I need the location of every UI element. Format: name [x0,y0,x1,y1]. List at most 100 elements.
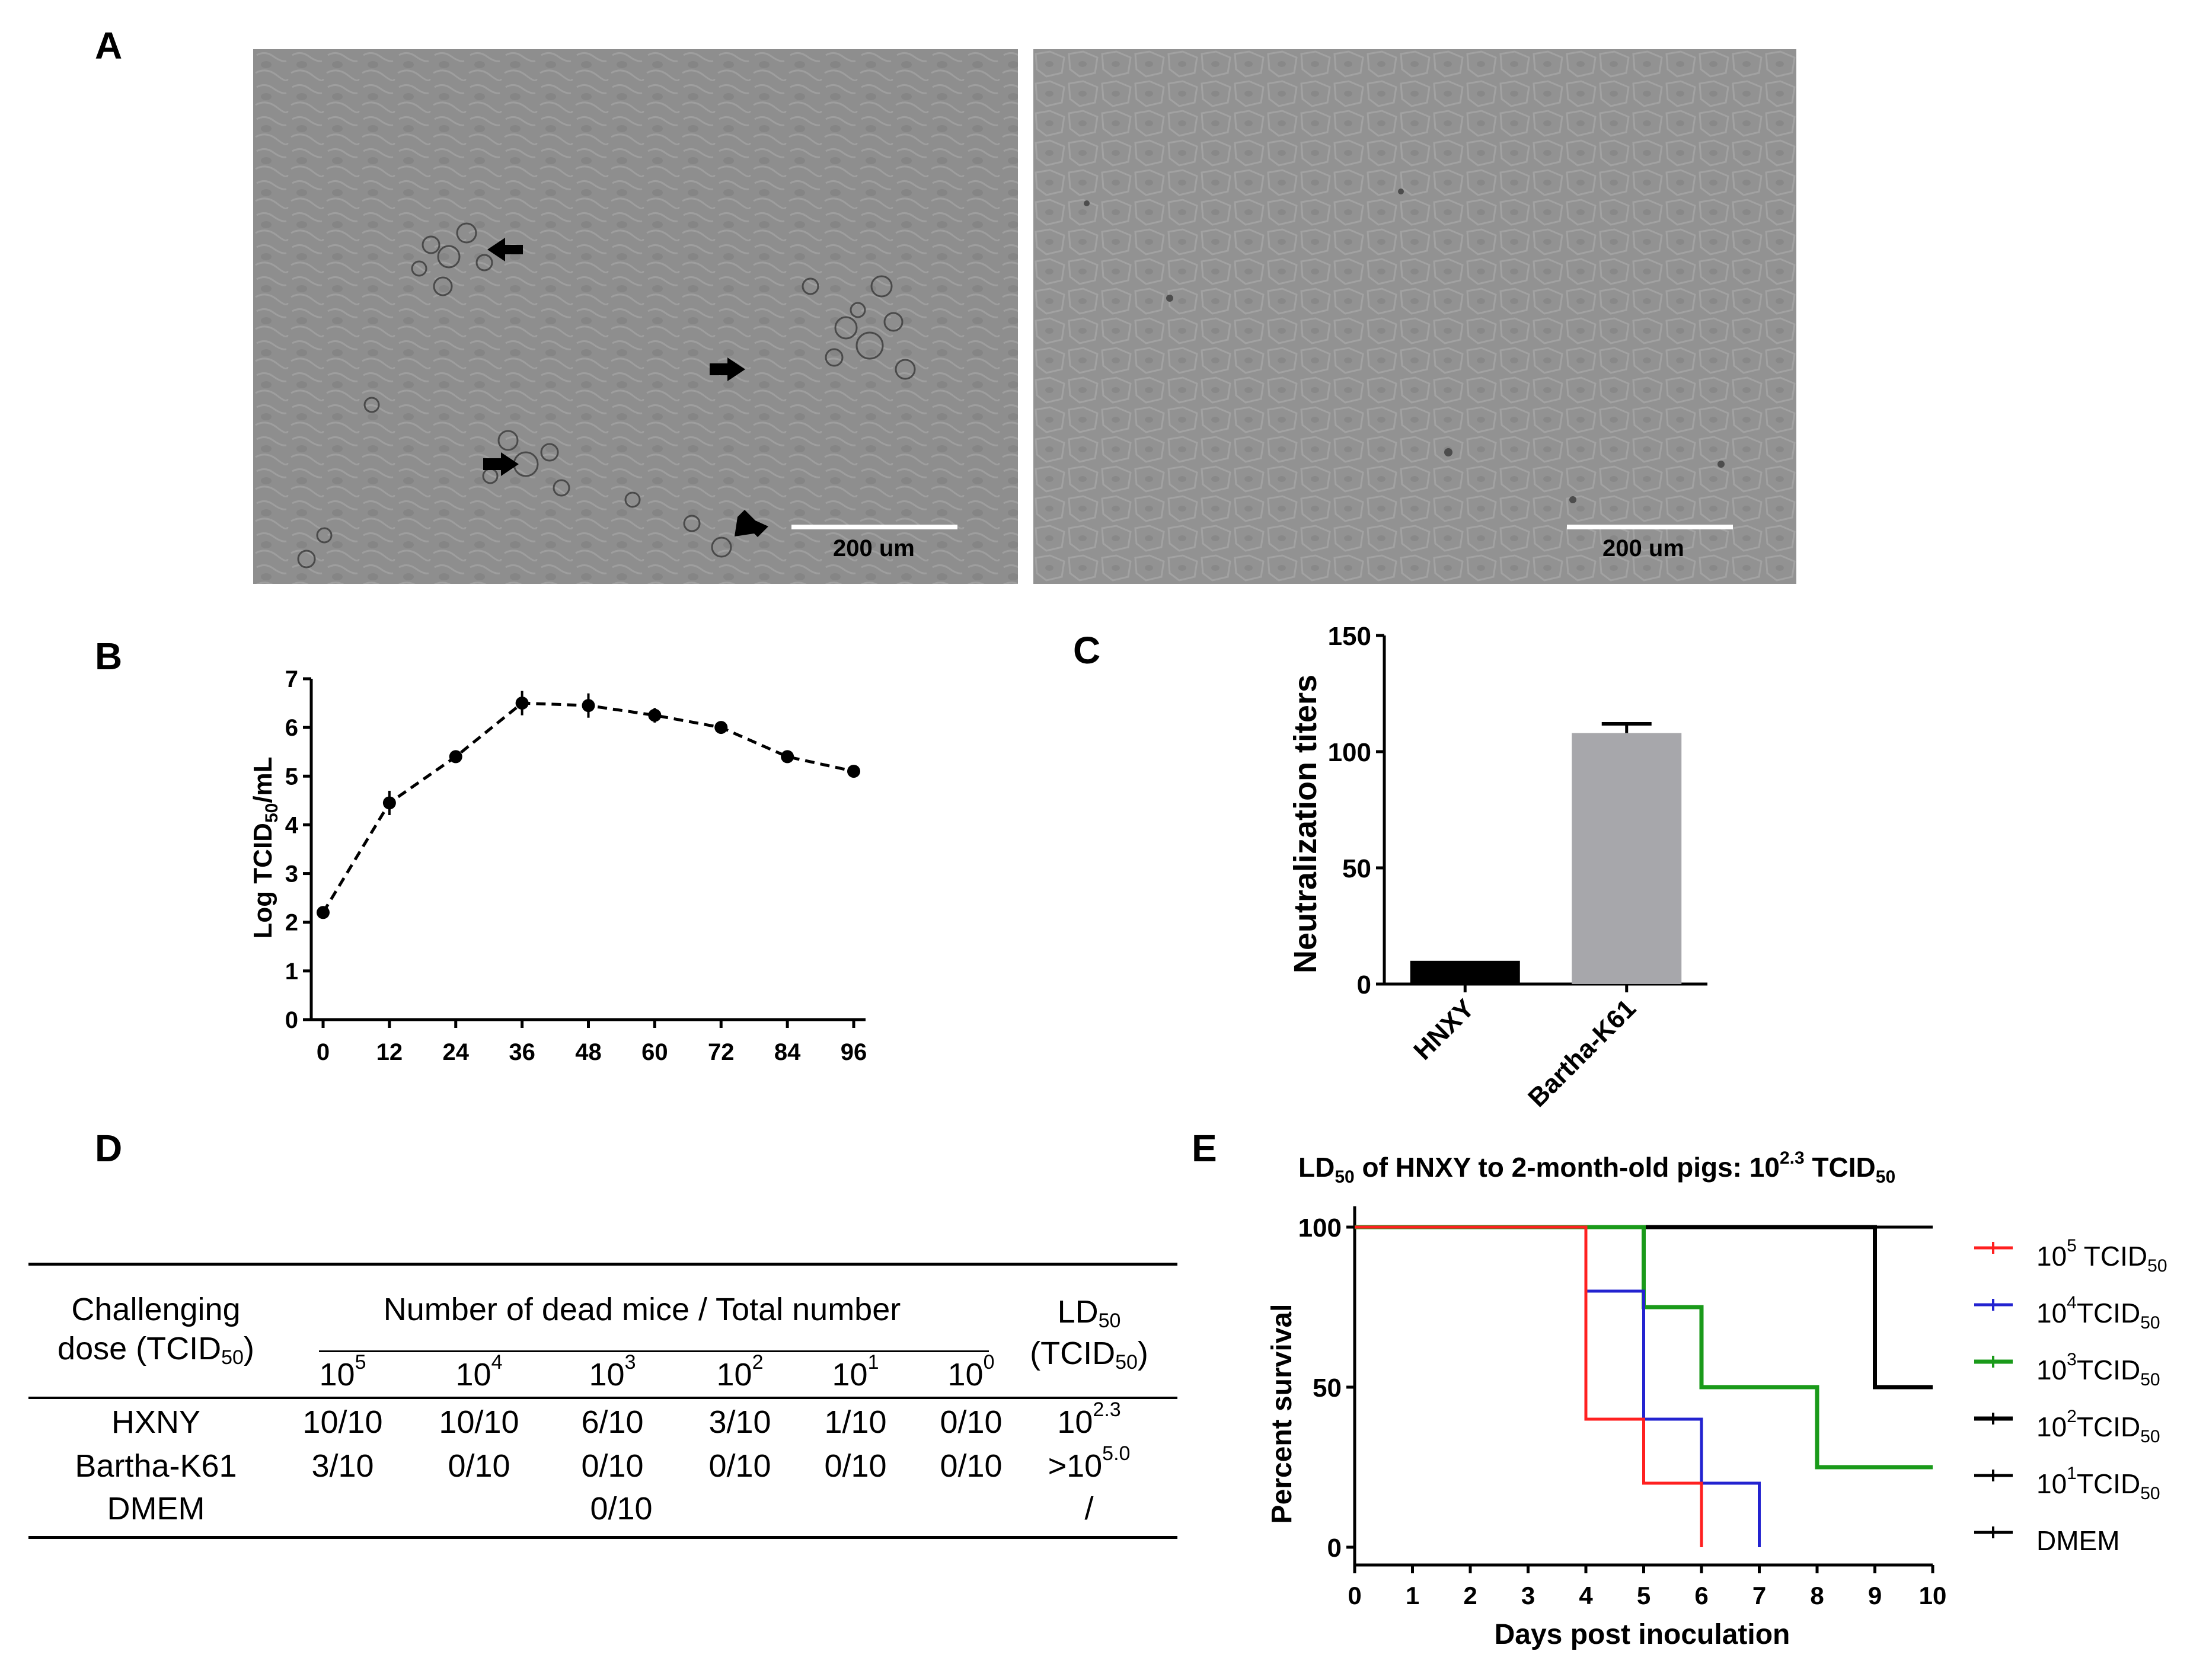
table-cell: 10/10 [302,1404,383,1440]
table-cell: 0/10 [581,1448,644,1484]
x-tick-label-e: 3 [1521,1582,1535,1609]
row-value-dmem: 0/10 [590,1491,653,1526]
y-tick-label-c: 150 [1328,622,1371,651]
x-tick-label-e: 0 [1348,1582,1361,1609]
data-point-b [317,906,330,919]
dose-header: 101 [832,1351,879,1392]
x-tick-label-b: 24 [443,1039,470,1065]
row-name: Bartha-K61 [75,1448,237,1484]
x-tick-label-b: 72 [708,1039,735,1065]
y-axis-label-b: Log TCID50/mL [248,756,282,938]
x-tick-label-e: 8 [1810,1582,1824,1609]
x-tick-label-e: 1 [1406,1582,1419,1609]
x-tick-label-b: 96 [841,1039,867,1065]
data-point-b [781,750,794,764]
category-label-c: Bartha-K61 [1522,994,1642,1113]
table-cell: 0/10 [448,1448,510,1484]
x-axis-label-e: Days post inoculation [1495,1619,1790,1650]
x-tick-label-e: 2 [1463,1582,1477,1609]
legend-label-e: 104TCID50 [2036,1293,2160,1333]
y-axis-label-e: Percent survival [1266,1304,1298,1524]
y-tick-label-b: 5 [285,764,298,790]
panel-label-e: E [1192,1127,1217,1170]
panel-label-b: B [95,635,123,678]
row-ld-dmem: / [1084,1491,1094,1526]
survival-line-e [1355,1225,1761,1547]
x-tick-label-b: 60 [641,1039,668,1065]
x-tick-label-e: 5 [1637,1582,1650,1609]
dose-header: 105 [319,1351,366,1392]
x-tick-label-b: 48 [575,1039,602,1065]
legend-label-e: 102TCID50 [2036,1407,2160,1446]
x-tick-label-e: 4 [1579,1582,1593,1609]
y-tick-label-b: 2 [285,910,298,936]
y-tick-label-c: 0 [1357,970,1371,999]
micrograph-infected: 200 um [253,49,1018,584]
table-top-rule [28,1263,1177,1266]
header-bottom-rule [28,1397,1177,1399]
row-ld50: 102.3 [1057,1398,1121,1440]
x-tick-label-b: 12 [376,1039,403,1065]
x-tick-label-e: 9 [1868,1582,1882,1609]
growth-curve-line [321,701,854,914]
x-tick-label-b: 36 [509,1039,535,1065]
y-tick-label-b: 1 [285,959,298,985]
header-subrule [319,1350,989,1352]
panel-label-a: A [95,24,123,67]
dose-header: 100 [947,1351,995,1392]
y-tick-label-c: 50 [1342,854,1371,883]
panel-label-d: D [95,1127,123,1170]
y-tick-label-c: 100 [1328,738,1371,767]
survival-line-e [1355,1225,1703,1547]
data-point-b [515,697,529,710]
y-tick-label-e: 100 [1298,1213,1342,1243]
y-tick-label-b: 7 [285,666,298,692]
data-point-b [847,765,860,778]
data-point-b [648,708,662,722]
y-tick-label-b: 6 [285,715,298,741]
neutralization-bar-chart: Neutralization titers 0 50 100 150 HNXY Bart… [1288,622,1707,1113]
scale-bar-right [1567,525,1733,529]
header-number-dead: Number of dead mice / Total number [383,1292,901,1327]
y-tick-label-e: 50 [1313,1374,1342,1403]
header-ld50: LD50 [1057,1294,1121,1332]
y-tick-label-b: 0 [285,1007,298,1033]
table-cell: 1/10 [824,1404,887,1440]
header-challenging: Challenging [71,1292,241,1327]
table-cell: 0/10 [940,1448,1003,1484]
table-cell: 6/10 [581,1404,644,1440]
x-tick-label-b: 0 [317,1039,330,1065]
dose-header: 104 [455,1351,503,1392]
y-tick-label-b: 4 [285,812,299,838]
survival-chart: LD50 of HNXY to 2-month-old pigs: 102.3 … [1266,1148,2167,1650]
legend-label-e: 105 TCID50 [2036,1236,2167,1276]
row-name: HXNY [111,1404,201,1440]
category-label-c: HNXY [1408,994,1480,1065]
header-ld50-unit: (TCID50) [1030,1336,1148,1374]
scale-label-right: 200 um [1602,535,1684,561]
header-dose: dose (TCID50) [58,1331,254,1369]
data-point-b [714,721,728,734]
table-cell: 3/10 [708,1404,771,1440]
x-tick-label-e: 6 [1694,1582,1708,1609]
y-tick-label-e: 0 [1327,1534,1342,1563]
row-name-dmem: DMEM [107,1491,205,1526]
survival-line-e [1355,1225,1933,1470]
dose-header: 102 [716,1351,764,1392]
y-tick-label-b: 3 [285,861,298,887]
bar-c [1410,960,1520,984]
data-point-b [382,796,396,810]
scale-label-left: 200 um [833,535,915,561]
row-ld50: >105.0 [1048,1442,1131,1484]
x-tick-label-b: 84 [774,1039,801,1065]
dose-header: 103 [589,1351,636,1392]
table-cell: 10/10 [439,1404,519,1440]
legend-label-e: 103TCID50 [2036,1350,2160,1390]
legend-label-e: DMEM [2036,1525,2120,1556]
table-cell: 0/10 [708,1448,771,1484]
y-axis-label-c: Neutralization titers [1288,675,1323,973]
panel-label-c: C [1073,629,1101,672]
table-cell: 0/10 [940,1404,1003,1440]
x-tick-label-e: 10 [1919,1582,1947,1609]
